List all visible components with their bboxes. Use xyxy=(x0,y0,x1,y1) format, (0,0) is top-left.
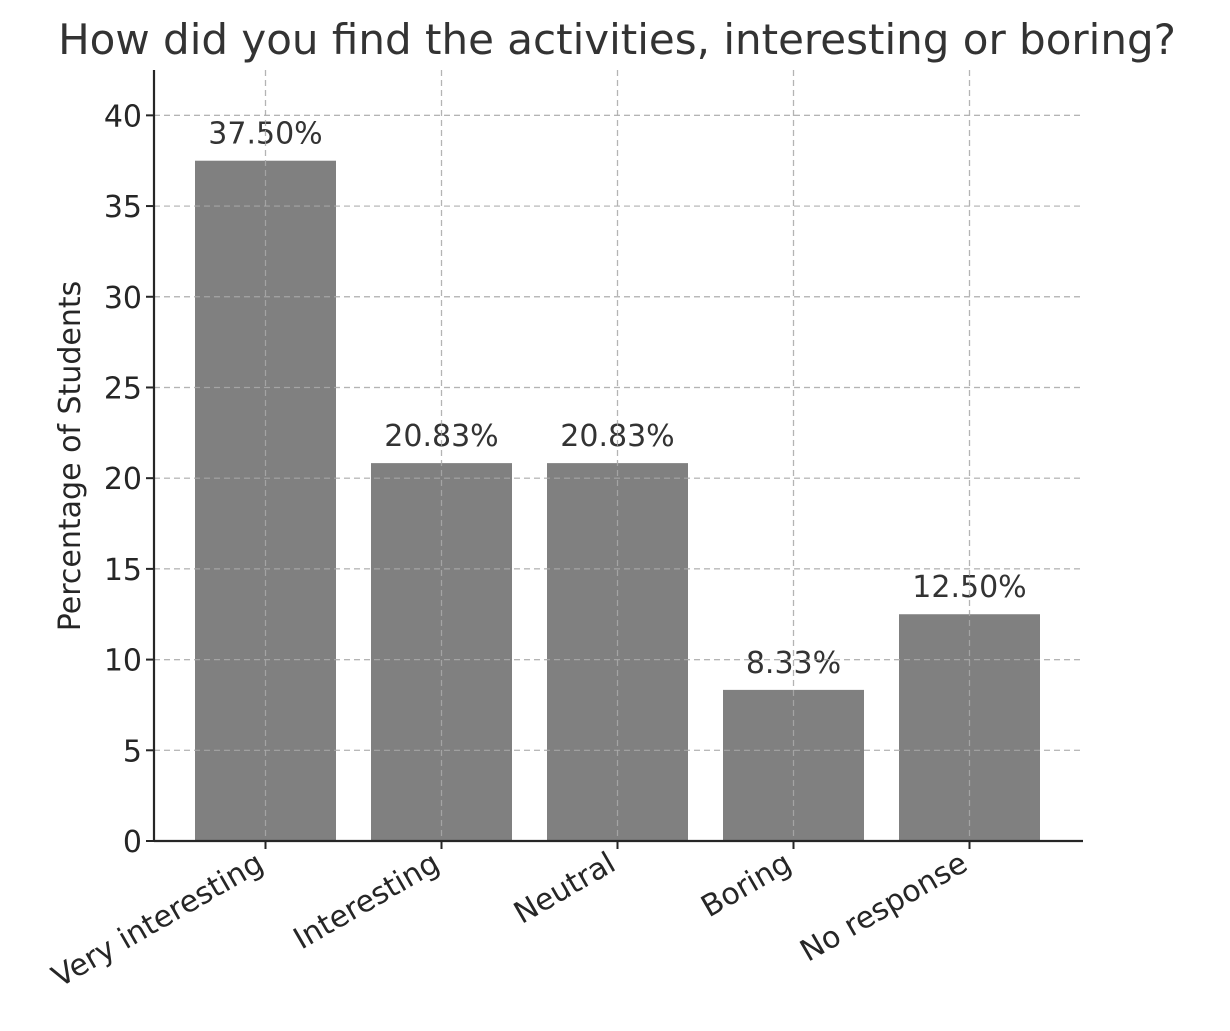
y-tick-label: 5 xyxy=(123,734,142,769)
y-axis-label: Percentage of Students xyxy=(53,281,88,631)
y-tick-label: 35 xyxy=(104,190,142,225)
x-tick-label: Interesting xyxy=(288,846,446,957)
y-ticks: 0 5 10 15 20 25 30 35 40 xyxy=(104,99,154,860)
y-tick-label: 40 xyxy=(104,99,142,134)
x-ticks: Very interesting Interesting Neutral Boring… xyxy=(46,841,974,995)
data-labels: 37.50%20.83% 20.83%8.33%12.50% xyxy=(154,70,1083,841)
bar-value-label: 12.50% xyxy=(912,570,1026,605)
y-tick-label: 0 xyxy=(123,825,142,860)
bar xyxy=(899,614,1040,841)
chart-title: How did you find the activities, interes… xyxy=(58,15,1176,64)
x-tick-label: No response xyxy=(794,846,973,970)
y-tick-label: 25 xyxy=(104,371,142,406)
y-tick-label: 30 xyxy=(104,281,142,316)
x-tick-label: Boring xyxy=(695,846,797,925)
x-tick-label: Very interesting xyxy=(46,846,269,995)
y-tick-label: 10 xyxy=(104,644,142,679)
x-tick-label: Neutral xyxy=(508,846,621,932)
y-tick-label: 15 xyxy=(104,553,142,588)
y-tick-label: 20 xyxy=(104,462,142,497)
